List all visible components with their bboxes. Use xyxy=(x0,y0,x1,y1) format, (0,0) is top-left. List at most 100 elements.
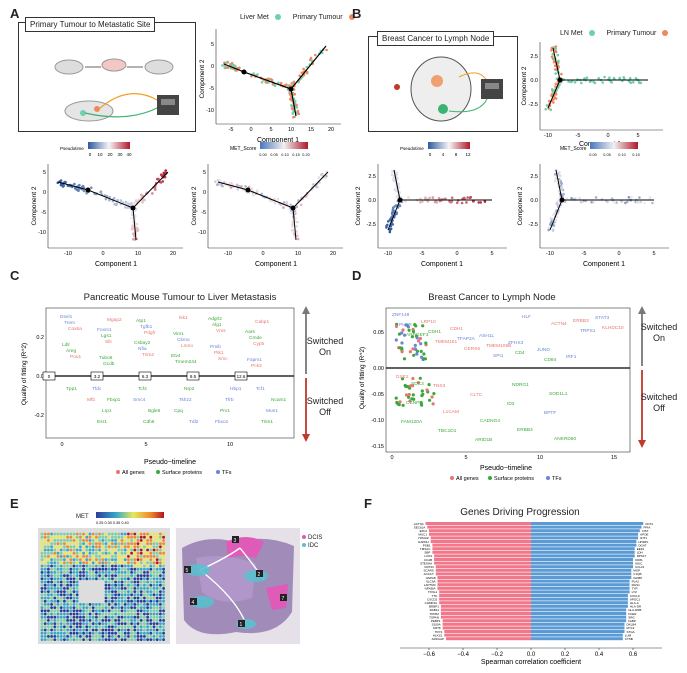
scatter-point xyxy=(325,48,328,52)
spatial-spot xyxy=(101,574,105,577)
spatial-spot xyxy=(53,603,57,606)
spatial-spot xyxy=(59,564,63,568)
scatter-point xyxy=(290,104,293,107)
spatial-spot xyxy=(136,587,140,590)
spatial-spot xyxy=(127,619,130,622)
gene-label: Tfrb xyxy=(225,397,234,403)
spatial-spot xyxy=(143,539,146,542)
spatial-spot xyxy=(50,631,53,635)
bar-negative xyxy=(435,572,531,576)
spatial-spot xyxy=(43,593,47,597)
spatial-spot xyxy=(117,631,121,635)
spatial-spot xyxy=(146,551,149,555)
spatial-spot xyxy=(69,535,73,539)
spatial-spot xyxy=(47,631,50,635)
gene-label: Ckmo xyxy=(177,337,190,343)
scatter-point xyxy=(624,201,627,205)
spatial-spot xyxy=(111,545,114,549)
gene-label-left: HSPA8 xyxy=(426,576,436,580)
spatial-spot xyxy=(162,577,165,581)
spatial-spot xyxy=(66,551,69,555)
spatial-spot xyxy=(95,603,98,606)
gene-label-left: PEBP1 xyxy=(431,619,441,623)
spatial-spot xyxy=(47,542,50,545)
spatial-spot xyxy=(75,571,79,574)
y-tick: 0.0 xyxy=(530,78,538,84)
spatial-spot xyxy=(98,539,101,542)
spatial-spot xyxy=(50,545,53,549)
spatial-spot xyxy=(146,555,149,558)
spatial-spot xyxy=(133,583,137,587)
scatter-point xyxy=(282,206,285,209)
scatter-point xyxy=(469,195,472,199)
scatter-point xyxy=(277,81,280,85)
spatial-spot xyxy=(136,622,140,625)
spatial-spot xyxy=(133,625,137,629)
scatter-point xyxy=(292,80,296,84)
x-tick: 0.0 xyxy=(527,652,536,658)
bar-positive xyxy=(531,619,627,623)
spatial-spot xyxy=(130,593,133,597)
spatial-spot xyxy=(143,587,146,590)
spatial-spot xyxy=(136,635,140,638)
spatial-spot xyxy=(139,535,143,539)
spatial-spot xyxy=(107,539,111,542)
spatial-spot xyxy=(50,555,53,558)
gene-label-left: LAPTM4 xyxy=(424,583,436,587)
spatial-spot xyxy=(107,631,111,635)
spatial-spot xyxy=(143,574,146,577)
spatial-spot xyxy=(85,577,89,581)
spatial-spot xyxy=(75,599,79,603)
gene-label-right: DKLB4 xyxy=(627,623,637,627)
spatial-spot xyxy=(72,615,76,619)
spatial-spot xyxy=(133,615,137,619)
spatial-spot xyxy=(136,606,140,609)
spatial-spot xyxy=(152,625,156,629)
y-tick: 0 xyxy=(43,190,46,196)
spatial-spot xyxy=(107,577,111,581)
spatial-spot xyxy=(40,542,44,545)
y-tick: -0.10 xyxy=(371,418,384,424)
spatial-spot xyxy=(79,574,82,577)
scatter-point xyxy=(220,183,223,187)
gene-label: CENPB xyxy=(406,400,423,406)
spatial-spot xyxy=(75,628,79,632)
spatial-spot xyxy=(88,606,92,609)
spatial-spot xyxy=(53,606,57,609)
spatial-spot xyxy=(43,609,47,613)
scatter-point xyxy=(570,80,574,83)
spatial-spot xyxy=(56,635,60,638)
scatter-point xyxy=(550,49,553,52)
scatter-point xyxy=(127,203,131,206)
y-tick: 0 xyxy=(211,64,214,70)
spatial-spot xyxy=(159,535,162,539)
spatial-spot xyxy=(88,542,92,545)
spatial-spot xyxy=(120,548,124,552)
spatial-spot xyxy=(159,628,162,632)
y-axis-label: Component 2 xyxy=(521,66,528,105)
spatial-spot xyxy=(82,628,85,632)
gene-label: JUND xyxy=(537,347,550,353)
spatial-spot xyxy=(101,564,105,568)
spatial-spot xyxy=(72,535,76,539)
scatter-point xyxy=(240,185,243,188)
spatial-spot xyxy=(162,539,165,542)
spatial-spot xyxy=(85,567,89,571)
gene-label: Tdl2 xyxy=(189,419,199,425)
scatter-point xyxy=(296,220,299,224)
spatial-spot xyxy=(162,583,165,587)
spatial-spot xyxy=(47,615,50,619)
gene-label-right: CD74 xyxy=(645,522,653,526)
spatial-spot xyxy=(75,551,79,555)
gene-label: Areg xyxy=(66,348,76,354)
spatial-spot xyxy=(120,532,124,536)
spatial-spot xyxy=(40,628,44,632)
spatial-spot xyxy=(66,628,69,632)
spatial-spot xyxy=(149,558,153,561)
spatial-spot xyxy=(101,555,105,558)
spatial-spot xyxy=(117,635,121,638)
cb-ticks: 0.25 0.30 0.35 0.40 xyxy=(96,521,129,525)
legend-idc: IDC xyxy=(308,543,319,549)
gene-point xyxy=(413,323,417,327)
spatial-spot xyxy=(98,548,101,552)
